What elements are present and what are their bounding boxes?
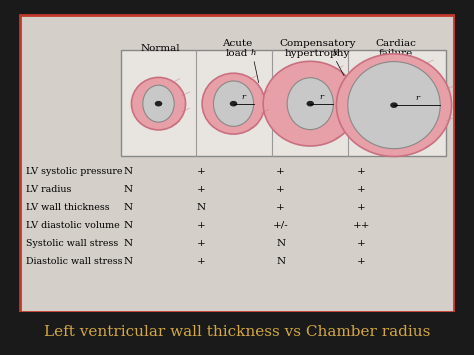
Text: +: + — [357, 167, 365, 176]
Ellipse shape — [131, 77, 185, 130]
Circle shape — [155, 102, 162, 106]
Text: N: N — [123, 239, 133, 248]
Circle shape — [391, 103, 397, 107]
Text: LV systolic pressure: LV systolic pressure — [26, 167, 122, 176]
Text: N: N — [123, 185, 133, 194]
Text: Left ventricular wall thickness vs Chamber radius: Left ventricular wall thickness vs Chamb… — [44, 325, 430, 339]
Text: +/-: +/- — [273, 221, 289, 230]
Text: N: N — [123, 167, 133, 176]
Text: N: N — [197, 203, 206, 212]
Text: +: + — [197, 167, 206, 176]
Text: +: + — [357, 185, 365, 194]
Text: r: r — [415, 94, 419, 102]
Ellipse shape — [263, 61, 357, 146]
Ellipse shape — [213, 81, 254, 126]
Circle shape — [307, 102, 313, 106]
Text: +: + — [357, 239, 365, 248]
Text: Acute
load: Acute load — [222, 39, 252, 58]
Ellipse shape — [143, 85, 174, 122]
Text: h: h — [251, 49, 256, 58]
Text: N: N — [123, 221, 133, 230]
FancyBboxPatch shape — [20, 15, 454, 312]
Text: +: + — [276, 203, 285, 212]
Ellipse shape — [287, 78, 333, 130]
Text: +: + — [276, 185, 285, 194]
FancyBboxPatch shape — [121, 50, 447, 156]
Text: ++: ++ — [353, 221, 370, 230]
Text: r: r — [320, 93, 324, 101]
Text: +: + — [357, 203, 365, 212]
Ellipse shape — [337, 54, 452, 157]
Text: +: + — [357, 257, 365, 266]
Ellipse shape — [348, 62, 440, 149]
Text: LV radius: LV radius — [26, 185, 71, 194]
Text: Compensatory
hypertrophy: Compensatory hypertrophy — [280, 39, 356, 58]
Text: LV diastolic volume: LV diastolic volume — [26, 221, 119, 230]
Text: +: + — [276, 167, 285, 176]
Text: +: + — [197, 257, 206, 266]
Text: r: r — [242, 93, 246, 101]
Text: +: + — [197, 185, 206, 194]
Circle shape — [230, 102, 237, 106]
Ellipse shape — [202, 73, 265, 134]
Text: LV wall thickness: LV wall thickness — [26, 203, 109, 212]
Text: N: N — [123, 257, 133, 266]
Text: +: + — [197, 239, 206, 248]
Text: +: + — [197, 221, 206, 230]
Text: Systolic wall stress: Systolic wall stress — [26, 239, 118, 248]
Text: N: N — [123, 203, 133, 212]
Text: N: N — [276, 239, 285, 248]
Text: Normal: Normal — [141, 44, 181, 53]
Text: h: h — [332, 49, 338, 58]
Text: Cardiac
failure: Cardiac failure — [376, 39, 417, 58]
Text: Diastolic wall stress: Diastolic wall stress — [26, 257, 122, 266]
Text: N: N — [276, 257, 285, 266]
